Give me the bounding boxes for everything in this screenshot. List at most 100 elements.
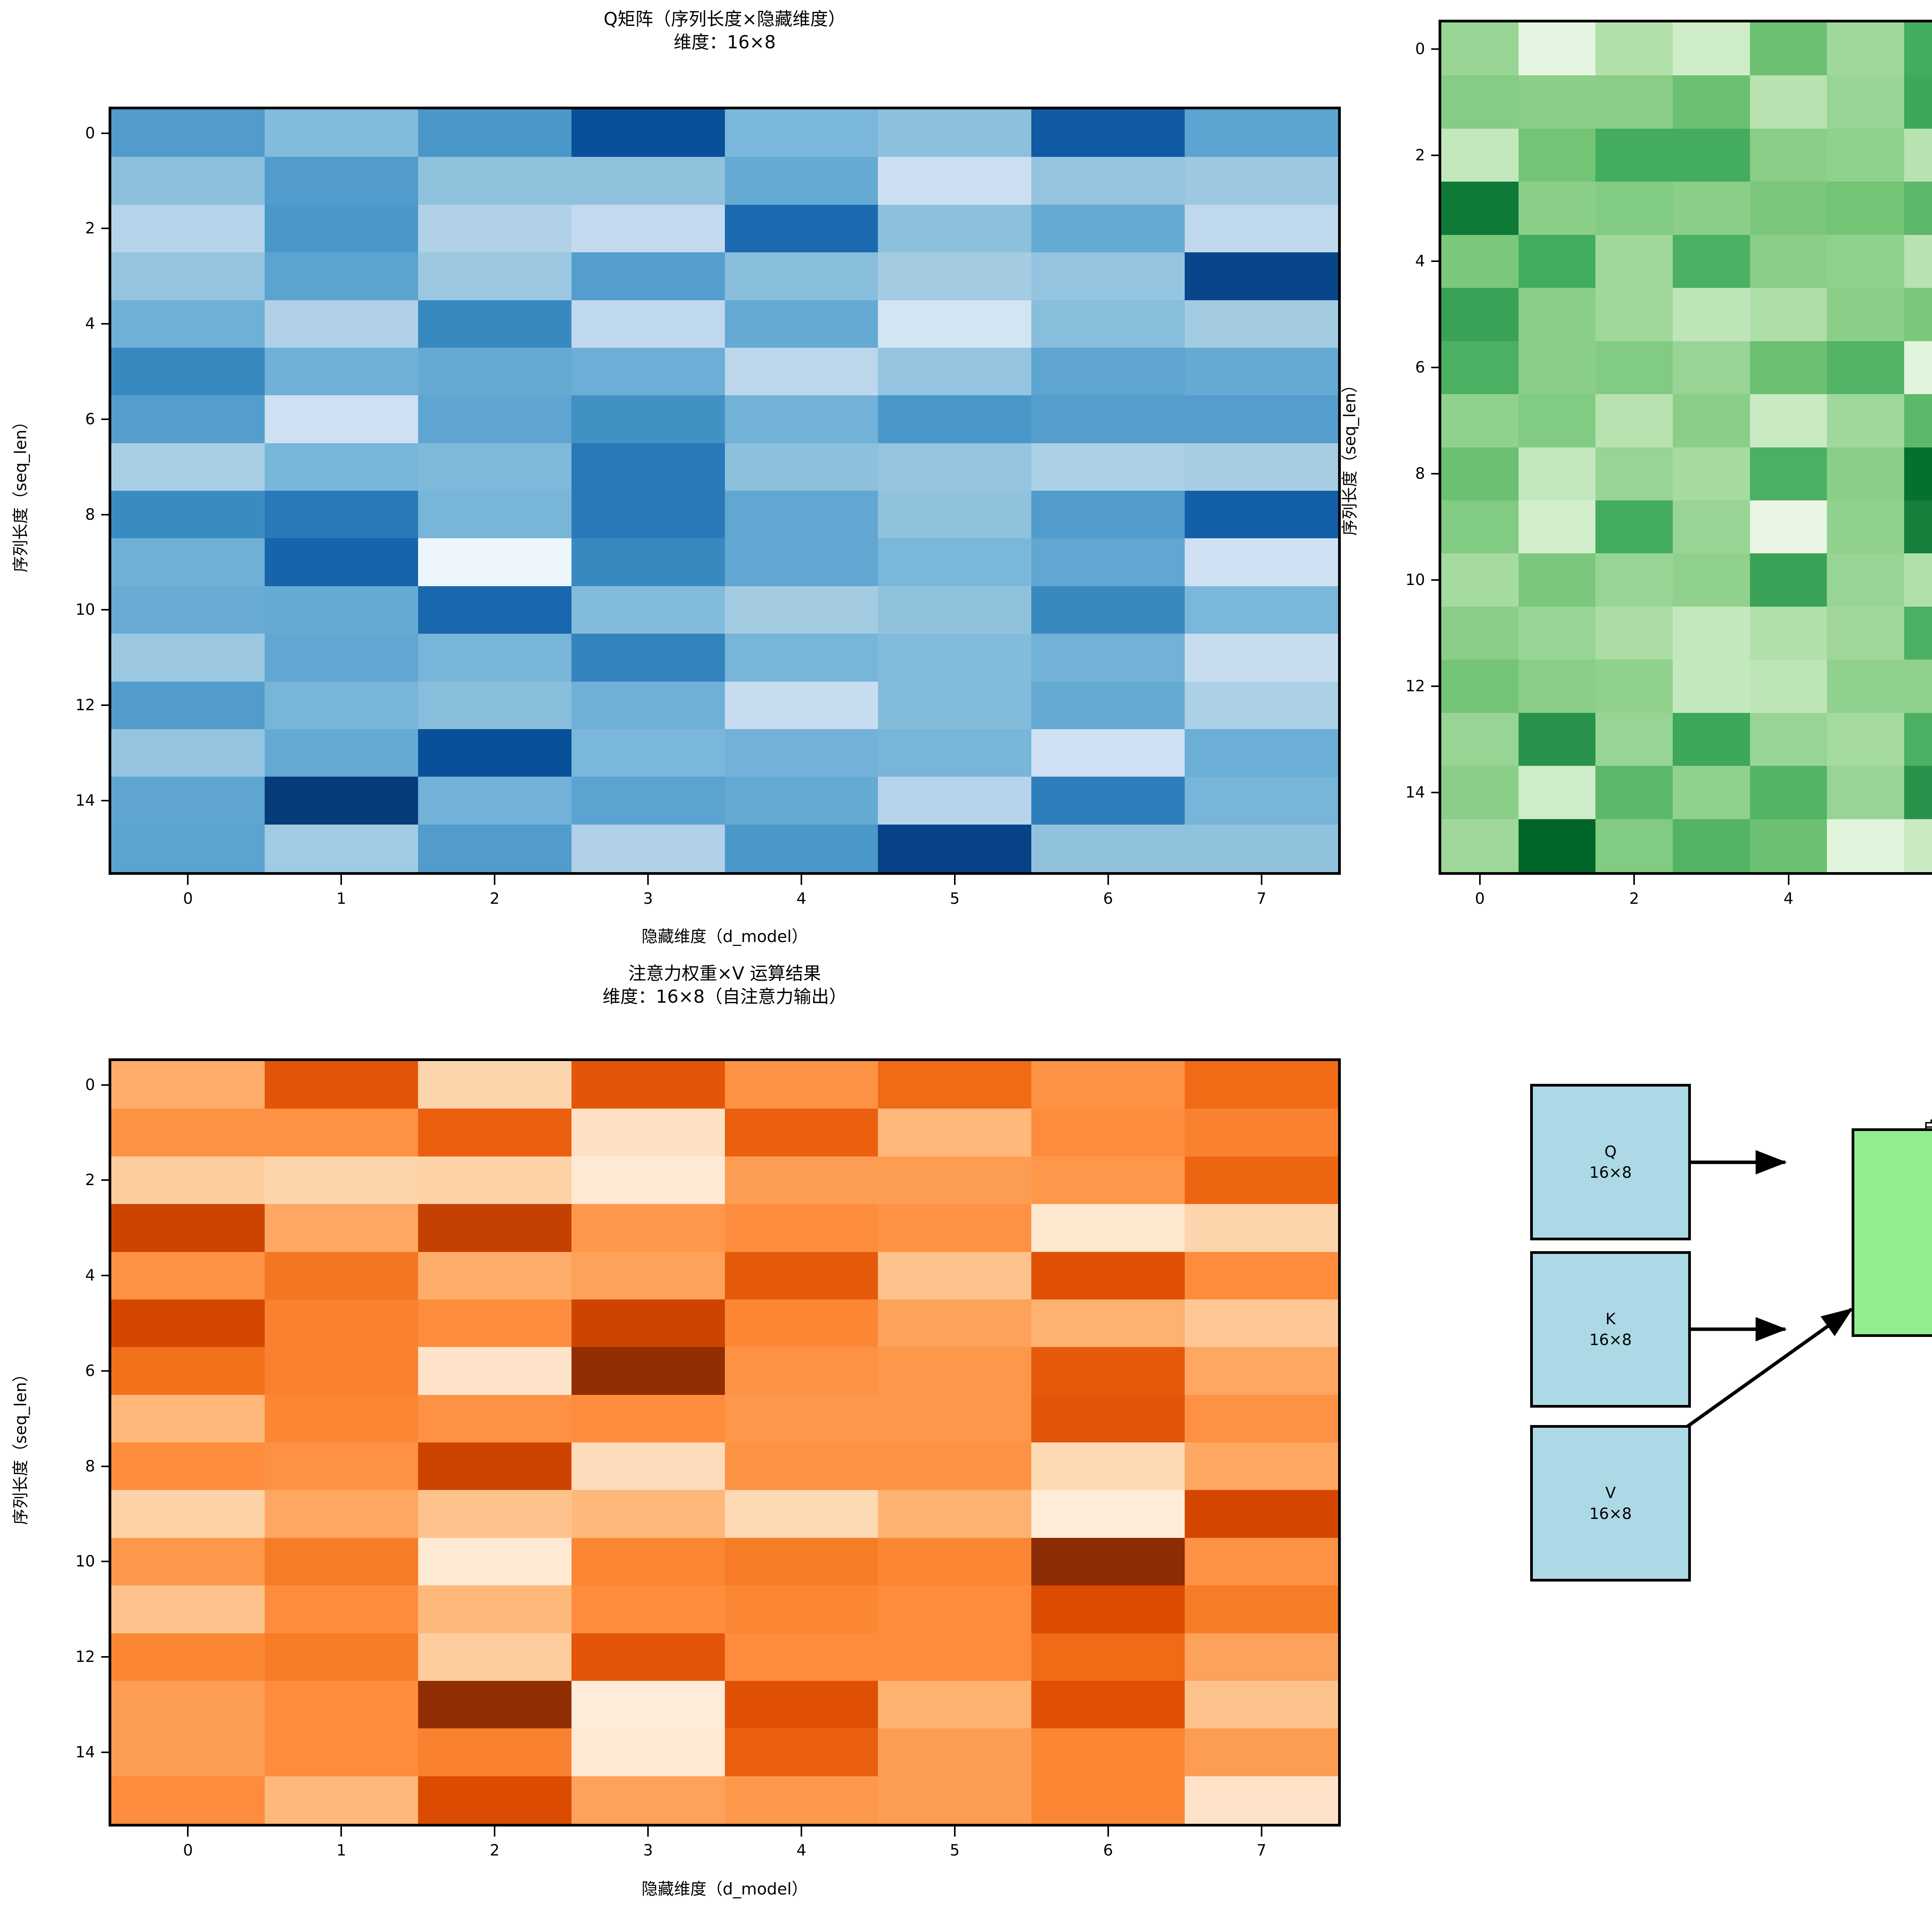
- heatmap-cell: [571, 1585, 725, 1633]
- heatmap-cell: [111, 252, 265, 300]
- heatmap-cell: [1441, 447, 1519, 500]
- heatmap-cell: [1518, 713, 1596, 766]
- heatmap-cell: [724, 1395, 878, 1442]
- x-tick-label: 2: [490, 1842, 500, 1859]
- heatmap-cell: [111, 157, 265, 205]
- y-tick-mark: [101, 1465, 111, 1467]
- heatmap-cell: [264, 204, 418, 253]
- heatmap-cell: [1031, 252, 1185, 300]
- heatmap-cell: [571, 824, 725, 872]
- heatmap-cell: [724, 300, 878, 348]
- heatmap-cell: [724, 1680, 878, 1729]
- x-tick-mark: [1479, 875, 1481, 885]
- heatmap-cell: [264, 1728, 418, 1776]
- heatmap-cell: [1185, 1156, 1338, 1204]
- heatmap-cell: [418, 1061, 571, 1109]
- heatmap-cell: [878, 729, 1032, 777]
- y-tick-label: 12: [1405, 677, 1425, 695]
- qkt-matrix-plot-area[interactable]: [1439, 20, 1932, 875]
- heatmap-cell: [571, 1728, 725, 1776]
- x-tick-label: 5: [950, 890, 960, 908]
- heatmap-cell: [1441, 182, 1519, 235]
- x-tick-mark: [800, 1827, 802, 1837]
- x-tick-mark: [494, 875, 496, 885]
- x-tick-mark: [954, 875, 956, 885]
- attnv-matrix-xlabel: 隐藏维度（d_model）: [641, 1879, 808, 1898]
- heatmap-cell: [1904, 447, 1932, 500]
- heatmap-cell: [1441, 819, 1519, 872]
- y-tick-label: 4: [85, 315, 95, 333]
- y-tick-mark: [1431, 260, 1441, 262]
- heatmap-cell: [1441, 22, 1519, 76]
- flow-node-v[interactable]: V 16×8: [1530, 1425, 1691, 1582]
- heatmap-cell: [1827, 819, 1905, 872]
- heatmap-cell: [418, 157, 571, 205]
- heatmap-cell: [724, 1585, 878, 1633]
- flow-node-q[interactable]: Q 16×8: [1530, 1084, 1691, 1240]
- heatmap-cell: [1750, 447, 1827, 500]
- y-tick-mark: [101, 704, 111, 706]
- heatmap-cell: [418, 1490, 571, 1538]
- flow-node-qkt[interactable]: Q×K^T 16×16: [1852, 1128, 1932, 1337]
- heatmap-cell: [418, 443, 571, 491]
- heatmap-cell: [418, 777, 571, 825]
- q-matrix-plot-area[interactable]: [109, 107, 1341, 875]
- heatmap-cell: [1185, 777, 1338, 825]
- heatmap-cell: [1185, 1395, 1338, 1442]
- x-tick-mark: [1260, 1827, 1262, 1837]
- heatmap-cell: [878, 1537, 1032, 1586]
- heatmap-cell: [878, 1395, 1032, 1442]
- flow-node-k[interactable]: K 16×8: [1530, 1251, 1691, 1408]
- heatmap-cell: [1518, 394, 1596, 447]
- heatmap-cell: [111, 1537, 265, 1586]
- heatmap-cell: [1595, 500, 1673, 554]
- heatmap-cell: [1750, 766, 1827, 819]
- heatmap-cell: [724, 157, 878, 205]
- heatmap-cell: [1031, 1252, 1185, 1299]
- heatmap-cell: [1827, 75, 1905, 129]
- y-tick-label: 14: [75, 1743, 95, 1761]
- heatmap-cell: [111, 491, 265, 539]
- qkt-matrix-ylabel: 序列长度（seq_len）: [1340, 376, 1359, 536]
- y-tick-mark: [1431, 48, 1441, 50]
- heatmap-cell: [724, 777, 878, 825]
- heatmap-cell: [264, 1252, 418, 1299]
- y-tick-mark: [101, 323, 111, 325]
- heatmap-cell: [1750, 288, 1827, 341]
- heatmap-cell: [878, 1442, 1032, 1490]
- x-tick-mark: [800, 875, 802, 885]
- heatmap-cell: [571, 109, 725, 157]
- heatmap-cell: [1185, 1204, 1338, 1252]
- y-tick-label: 12: [75, 1648, 95, 1666]
- heatmap-cell: [1827, 22, 1905, 76]
- heatmap-cell: [1185, 395, 1338, 443]
- heatmap-cell: [724, 204, 878, 253]
- x-tick-mark: [1787, 875, 1789, 885]
- attnv-matrix-plot-area[interactable]: [109, 1058, 1341, 1827]
- heatmap-cell: [1185, 1537, 1338, 1586]
- x-tick-label: 7: [1256, 1842, 1267, 1859]
- heatmap-cell: [1518, 75, 1596, 129]
- x-tick-label: 0: [1475, 890, 1485, 908]
- heatmap-cell: [571, 1109, 725, 1156]
- heatmap-cell: [418, 1109, 571, 1156]
- heatmap-cell: [418, 538, 571, 586]
- heatmap-cell: [1185, 157, 1338, 205]
- heatmap-cell: [111, 1156, 265, 1204]
- heatmap-cell: [1904, 341, 1932, 395]
- heatmap-cell: [1673, 766, 1750, 819]
- heatmap-cell: [1185, 1442, 1338, 1490]
- heatmap-cell: [1031, 1347, 1185, 1395]
- x-tick-mark: [1260, 875, 1262, 885]
- heatmap-cell: [724, 491, 878, 539]
- heatmap-cell: [878, 1252, 1032, 1299]
- x-tick-label: 0: [183, 890, 193, 908]
- y-tick-label: 8: [85, 1457, 95, 1475]
- heatmap-cell: [1031, 777, 1185, 825]
- heatmap-cell: [571, 729, 725, 777]
- heatmap-cell: [1827, 553, 1905, 607]
- heatmap-cell: [264, 1490, 418, 1538]
- heatmap-cell: [878, 157, 1032, 205]
- heatmap-cell: [1031, 824, 1185, 872]
- heatmap-cell: [878, 1347, 1032, 1395]
